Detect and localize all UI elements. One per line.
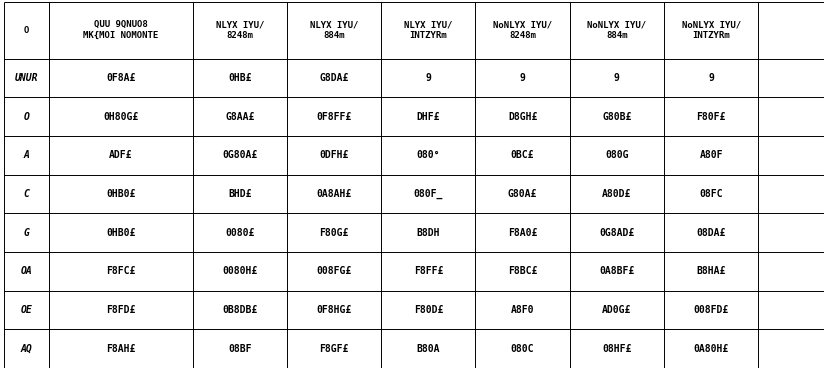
Text: G: G [24,228,30,238]
Text: 0F8FF£: 0F8FF£ [316,112,351,122]
Text: G80B£: G80B£ [601,112,631,122]
Text: UNUR: UNUR [15,73,38,83]
Text: 9: 9 [519,73,525,83]
Text: A: A [24,150,30,160]
Text: F80G£: F80G£ [319,228,348,238]
Text: G8AA£: G8AA£ [225,112,254,122]
Text: NoNLYX IYU/
884m: NoNLYX IYU/ 884m [586,20,646,40]
Text: DHF£: DHF£ [416,112,440,122]
Text: F8FD£: F8FD£ [106,305,136,315]
Text: 0G80A£: 0G80A£ [222,150,257,160]
Text: ADF£: ADF£ [109,150,132,160]
Text: 08FC: 08FC [699,189,722,199]
Text: 0F8HG£: 0F8HG£ [316,305,351,315]
Text: 08HF£: 08HF£ [601,344,631,354]
Text: F80F£: F80F£ [696,112,725,122]
Text: A8F0: A8F0 [510,305,533,315]
Text: O: O [24,26,29,35]
Text: 0A8AH£: 0A8AH£ [316,189,351,199]
Text: 080G: 080G [605,150,628,160]
Text: F8A0£: F8A0£ [507,228,537,238]
Text: 9: 9 [707,73,713,83]
Text: 080F_: 080F_ [414,189,442,199]
Text: F80D£: F80D£ [414,305,442,315]
Text: F8FC£: F8FC£ [106,266,136,276]
Text: 9: 9 [613,73,619,83]
Text: 0080£: 0080£ [225,228,254,238]
Text: AQ: AQ [21,344,32,354]
Text: 0B8DB£: 0B8DB£ [222,305,257,315]
Text: G8DA£: G8DA£ [319,73,348,83]
Text: OA: OA [21,266,32,276]
Text: 008FD£: 008FD£ [693,305,728,315]
Text: 0A8BF£: 0A8BF£ [599,266,633,276]
Text: 0080H£: 0080H£ [222,266,257,276]
Text: B8HA£: B8HA£ [696,266,725,276]
Text: NLYX IYU/
INTZYRm: NLYX IYU/ INTZYRm [404,20,452,40]
Text: QUU 9QNUO8
MK{MOI NOMONTE: QUU 9QNUO8 MK{MOI NOMONTE [84,20,159,40]
Text: NoNLYX IYU/
INTZYRm: NoNLYX IYU/ INTZYRm [681,20,740,40]
Text: C: C [24,189,30,199]
Text: 0G8AD£: 0G8AD£ [599,228,633,238]
Text: 008FG£: 008FG£ [316,266,351,276]
Text: G80A£: G80A£ [507,189,537,199]
Text: NoNLYX IYU/
8248m: NoNLYX IYU/ 8248m [492,20,552,40]
Text: A80F: A80F [699,150,722,160]
Text: F8AH£: F8AH£ [106,344,136,354]
Text: 08DA£: 08DA£ [696,228,725,238]
Text: 0BC£: 0BC£ [510,150,533,160]
Text: 0A80H£: 0A80H£ [693,344,728,354]
Text: 0HB£: 0HB£ [227,73,251,83]
Text: 0HB0£: 0HB0£ [106,228,136,238]
Text: 0F8A£: 0F8A£ [106,73,136,83]
Text: D8GH£: D8GH£ [507,112,537,122]
Text: 080°: 080° [416,150,440,160]
Text: A80D£: A80D£ [601,189,631,199]
Text: O: O [24,112,30,122]
Text: F8GF£: F8GF£ [319,344,348,354]
Text: F8FF£: F8FF£ [414,266,442,276]
Text: 0DFH£: 0DFH£ [319,150,348,160]
Text: NLYX IYU/
884m: NLYX IYU/ 884m [309,20,358,40]
Text: B80A: B80A [416,344,440,354]
Text: BHD£: BHD£ [227,189,251,199]
Text: 0HB0£: 0HB0£ [106,189,136,199]
Text: 0H80G£: 0H80G£ [103,112,138,122]
Text: NLYX IYU/
8248m: NLYX IYU/ 8248m [215,20,264,40]
Text: F8BC£: F8BC£ [507,266,537,276]
Text: OE: OE [21,305,32,315]
Text: 9: 9 [425,73,431,83]
Text: AD0G£: AD0G£ [601,305,631,315]
Text: 080C: 080C [510,344,533,354]
Text: 08BF: 08BF [227,344,251,354]
Text: B8DH: B8DH [416,228,440,238]
